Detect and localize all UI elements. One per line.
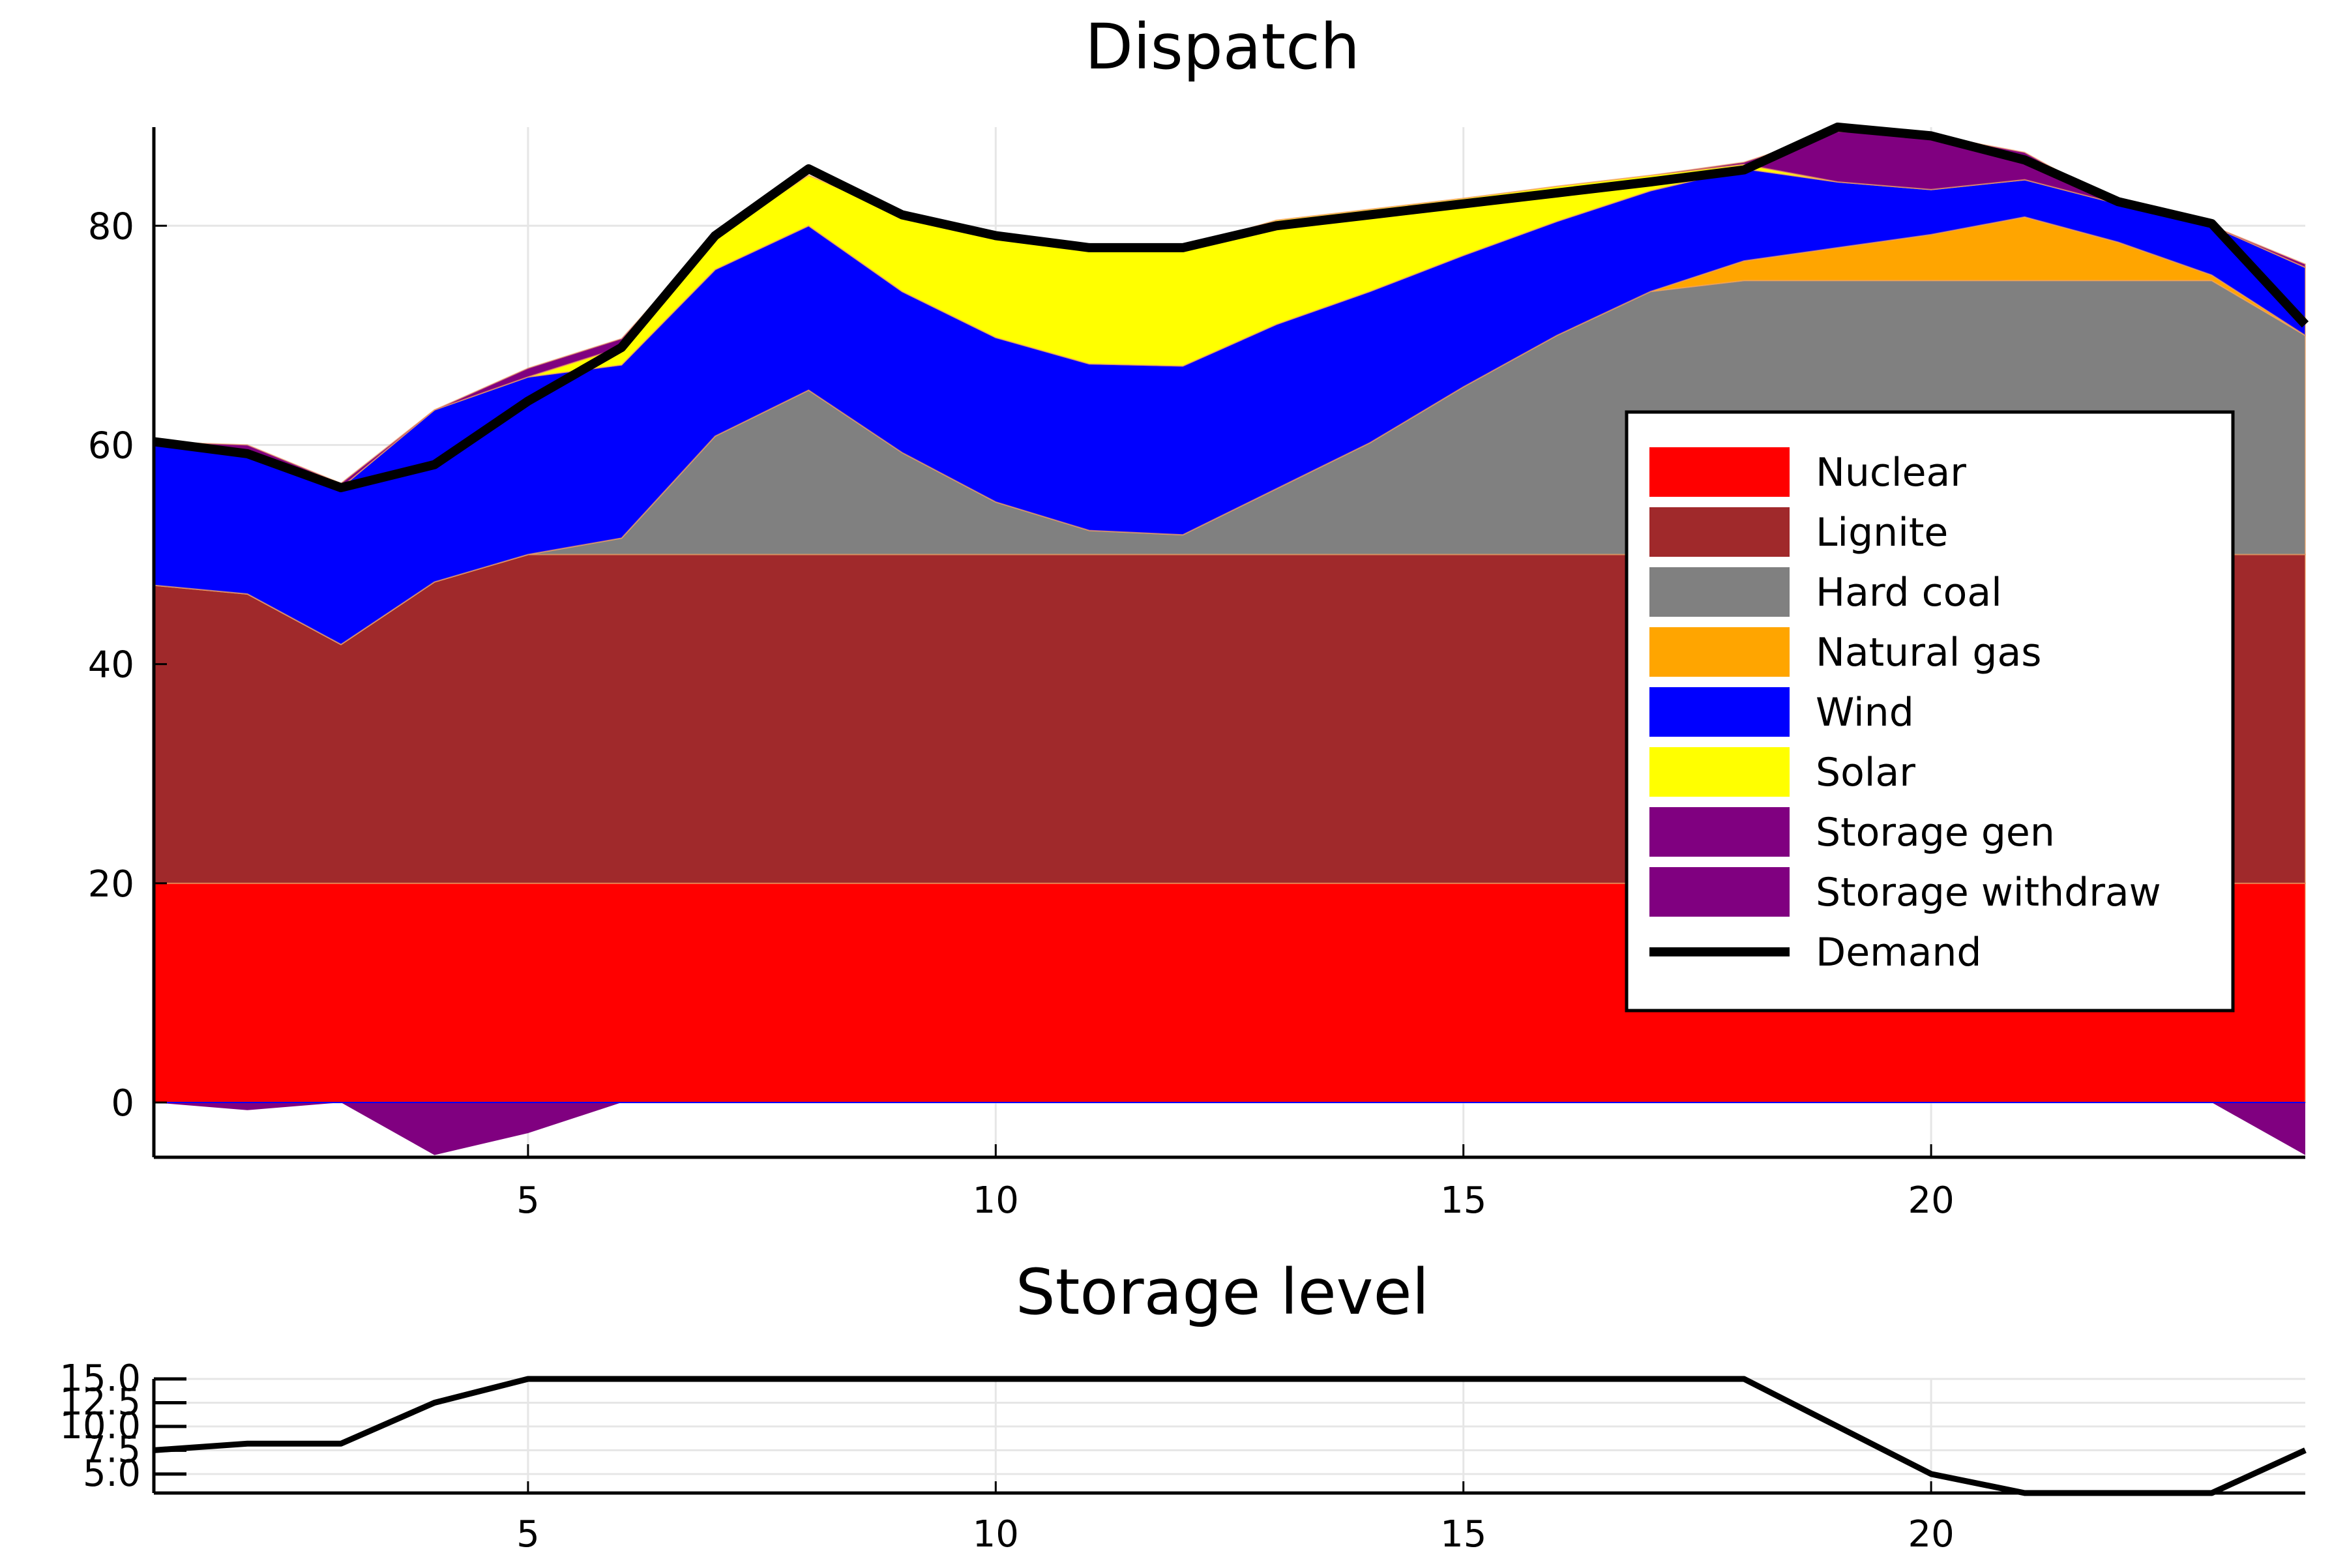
legend-swatch-nuclear — [1649, 447, 1790, 497]
dispatch-title: Dispatch — [1085, 10, 1360, 83]
storage-x-tick-label: 20 — [1908, 1513, 1954, 1556]
legend-label-solar: Solar — [1816, 750, 1915, 795]
legend-label-nuclear: Nuclear — [1816, 450, 1966, 496]
dispatch-y-tick-label: 40 — [88, 644, 134, 687]
storage-y-tick-label: 12.5 — [59, 1381, 141, 1423]
storage-level-panel: Storage level 5 10 15 20 5.07.510.012.515.0 — [59, 1256, 2307, 1556]
dispatch-x-tick-label: 20 — [1908, 1179, 1954, 1222]
storage-x-tick-label: 5 — [516, 1513, 540, 1556]
legend-label-natural-gas: Natural gas — [1816, 630, 2042, 675]
legend-label-lignite: Lignite — [1816, 510, 1948, 555]
legend-swatch-natural-gas — [1649, 627, 1790, 677]
dispatch-y-tick-label: 0 — [111, 1082, 134, 1125]
dispatch-y-tick-label: 20 — [88, 863, 134, 906]
legend-swatch-storage-withdraw — [1649, 867, 1790, 917]
dispatch-axes: 5 10 15 20 0 20 40 60 80 — [88, 127, 2305, 1222]
legend-swatch-solar — [1649, 747, 1790, 797]
legend-label-hard-coal: Hard coal — [1816, 570, 2002, 615]
legend-swatch-wind — [1649, 687, 1790, 737]
area-storage-withdraw — [154, 1102, 2305, 1155]
storage-grid — [154, 1378, 2305, 1493]
dispatch-y-tick-label: 80 — [88, 205, 134, 248]
dispatch-legend: Nuclear Lignite Hard coal Natural gas Wind So… — [1625, 410, 2235, 1013]
dispatch-x-tick-label: 5 — [516, 1179, 540, 1222]
dispatch-lines — [153, 123, 2309, 492]
legend-label-demand: Demand — [1816, 930, 1981, 975]
storage-x-tick-label: 10 — [973, 1513, 1019, 1556]
storage-y-tick-label: 15.0 — [59, 1357, 141, 1400]
storage-y-tick-label: 5.0 — [83, 1453, 141, 1495]
legend-swatch-lignite — [1649, 507, 1790, 557]
legend-swatch-storage-gen — [1649, 807, 1790, 857]
storage-lines — [153, 1376, 2307, 1496]
dispatch-y-tick-label: 60 — [88, 424, 134, 467]
storage-axes: 5 10 15 20 5.07.510.012.515.0 — [59, 1357, 2305, 1556]
dispatch-x-tick-label: 15 — [1440, 1179, 1486, 1222]
legend-label-wind: Wind — [1816, 690, 1914, 735]
storage-level-line — [153, 1376, 2307, 1496]
dispatch-panel: Dispatch 5 10 15 20 0 20 40 60 80 Nuclear Lignite… — [88, 10, 2309, 1222]
dispatch-x-tick-label: 10 — [973, 1179, 1019, 1222]
legend-label-storage-withdraw: Storage withdraw — [1816, 870, 2161, 915]
legend-swatch-hard-coal — [1649, 567, 1790, 617]
storage-level-title: Storage level — [1016, 1256, 1429, 1329]
storage-y-tick-label: 7.5 — [83, 1428, 141, 1471]
legend-label-storage-gen: Storage gen — [1816, 810, 2055, 855]
series-line-demand — [153, 123, 2309, 492]
storage-y-tick-label: 10.0 — [59, 1405, 141, 1447]
storage-x-tick-label: 15 — [1440, 1513, 1486, 1556]
